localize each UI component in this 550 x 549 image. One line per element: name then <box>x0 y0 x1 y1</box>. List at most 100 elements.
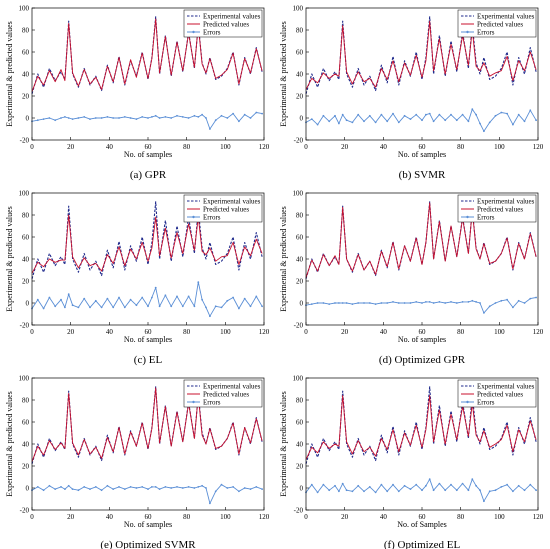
error-point <box>123 306 126 309</box>
x-tick-label: 100 <box>494 513 505 521</box>
error-point <box>77 306 80 309</box>
error-point <box>135 118 138 120</box>
y-tick-label: 100 <box>293 5 304 13</box>
error-point <box>322 483 325 486</box>
error-point <box>249 488 252 490</box>
legend-marker <box>192 30 195 34</box>
x-tick-label: 100 <box>220 328 231 336</box>
error-point <box>261 112 263 115</box>
error-point <box>512 123 514 126</box>
error-point <box>209 128 211 130</box>
error-point <box>500 299 503 302</box>
error-point <box>67 484 70 487</box>
error-point <box>209 502 211 505</box>
error-point <box>467 301 470 303</box>
error-point <box>517 113 520 116</box>
series-line-predicted-values <box>305 395 537 460</box>
error-point <box>83 486 86 488</box>
error-point <box>467 489 470 492</box>
error-point <box>428 478 431 481</box>
error-point <box>341 113 344 116</box>
x-tick-label: 40 <box>380 513 388 521</box>
y-tick-label: 0 <box>300 300 304 308</box>
error-point <box>147 305 149 308</box>
error-point <box>170 117 173 119</box>
error-point <box>197 281 200 283</box>
error-point <box>322 114 325 117</box>
error-point <box>392 301 394 303</box>
legend-entry: Errors <box>203 28 221 36</box>
x-tick-label: 0 <box>304 143 308 151</box>
y-tick-label: 0 <box>26 115 30 123</box>
error-point <box>60 486 62 488</box>
error-point <box>338 122 340 125</box>
error-point <box>249 117 252 119</box>
error-point <box>238 307 240 310</box>
error-point <box>450 483 452 486</box>
error-point <box>425 301 427 303</box>
error-point <box>193 305 196 308</box>
legend-marker <box>192 215 195 219</box>
error-point <box>181 305 184 308</box>
error-point <box>238 120 240 123</box>
error-point <box>415 483 418 486</box>
y-tick-label: 20 <box>296 463 304 471</box>
y-tick-label: 20 <box>296 278 304 286</box>
y-tick-label: -20 <box>294 322 304 330</box>
x-tick-label: 120 <box>259 328 270 336</box>
legend-entry: Predicted values <box>203 390 249 398</box>
error-point <box>77 489 80 492</box>
error-point <box>438 113 441 116</box>
error-point <box>345 302 348 304</box>
error-point <box>392 483 394 486</box>
error-point <box>129 298 132 301</box>
error-point <box>158 305 161 308</box>
error-point <box>421 489 423 492</box>
error-point <box>249 305 252 308</box>
x-tick-label: 120 <box>533 513 544 521</box>
error-point <box>444 302 447 304</box>
error-point <box>506 298 508 301</box>
error-point <box>455 489 458 492</box>
error-point <box>380 113 383 116</box>
x-tick-label: 80 <box>457 143 465 151</box>
y-tick-label: 40 <box>296 441 304 449</box>
error-point <box>71 118 74 120</box>
error-point <box>48 296 51 299</box>
error-point <box>123 488 126 490</box>
series-line-errors <box>31 112 263 130</box>
error-point <box>506 483 508 486</box>
legend-entry: Experimental values <box>477 12 535 20</box>
error-point <box>483 130 485 133</box>
error-point <box>421 302 423 304</box>
y-tick-label: 80 <box>22 212 30 220</box>
error-point <box>193 114 196 117</box>
error-point <box>415 113 418 116</box>
x-axis-label: No. of samples <box>124 150 172 159</box>
error-point <box>397 121 400 124</box>
y-tick-label: 80 <box>22 397 30 405</box>
error-point <box>380 483 383 486</box>
series-line-errors <box>305 108 537 132</box>
y-tick-label: -20 <box>20 507 30 515</box>
error-point <box>164 486 167 488</box>
error-point <box>535 296 537 299</box>
panel-caption: (f) Optimized EL <box>384 539 461 549</box>
error-point <box>488 121 491 124</box>
error-point <box>94 299 97 302</box>
error-point <box>357 113 360 116</box>
error-point <box>409 118 412 120</box>
x-tick-label: 80 <box>457 328 465 336</box>
error-point <box>450 301 452 303</box>
error-point <box>494 302 497 304</box>
y-tick-label: 100 <box>19 190 30 198</box>
error-point <box>479 489 481 492</box>
x-tick-label: 20 <box>341 328 349 336</box>
error-point <box>154 486 157 488</box>
error-point <box>428 301 431 303</box>
legend-entry: Predicted values <box>477 205 523 213</box>
error-point <box>151 486 153 488</box>
error-point <box>83 116 86 118</box>
